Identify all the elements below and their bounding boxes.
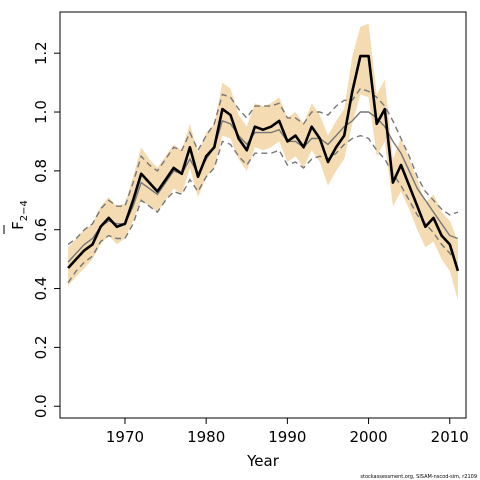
y-tick-label: 0.4 — [32, 277, 50, 301]
simulation-median-line — [67, 111, 459, 263]
footnote: stockassessment.org, SISAM-nscod-sim, r2… — [360, 474, 477, 480]
y-axis-title-subscript: 2−4 — [19, 200, 30, 221]
x-axis: 1970 1980 1990 2000 2010 — [106, 418, 469, 446]
y-tick-label: 0.6 — [32, 218, 50, 242]
y-axis-title: F2−4 — [3, 200, 30, 234]
x-tick-label: 2000 — [349, 428, 387, 446]
y-axis: 0.0 0.2 0.4 0.6 0.8 1.0 1.2 — [32, 41, 60, 418]
x-tick-label: 1990 — [268, 428, 306, 446]
x-axis-title: Year — [246, 452, 280, 470]
y-tick-label: 1.2 — [32, 41, 50, 65]
y-tick-label: 1.0 — [32, 100, 50, 124]
y-tick-label: 0.0 — [32, 394, 50, 418]
x-tick-label: 2010 — [431, 428, 469, 446]
y-tick-label: 0.8 — [32, 159, 50, 183]
y-axis-title-main: F — [9, 221, 27, 230]
confidence-band — [68, 23, 458, 301]
plot-frame — [59, 11, 467, 419]
x-tick-label: 1980 — [187, 428, 225, 446]
simulation-upper-line — [67, 87, 459, 245]
x-tick-label: 1970 — [106, 428, 144, 446]
estimate-line — [67, 54, 460, 272]
svg-text:F2−4: F2−4 — [9, 200, 30, 230]
y-tick-label: 0.2 — [32, 335, 50, 359]
